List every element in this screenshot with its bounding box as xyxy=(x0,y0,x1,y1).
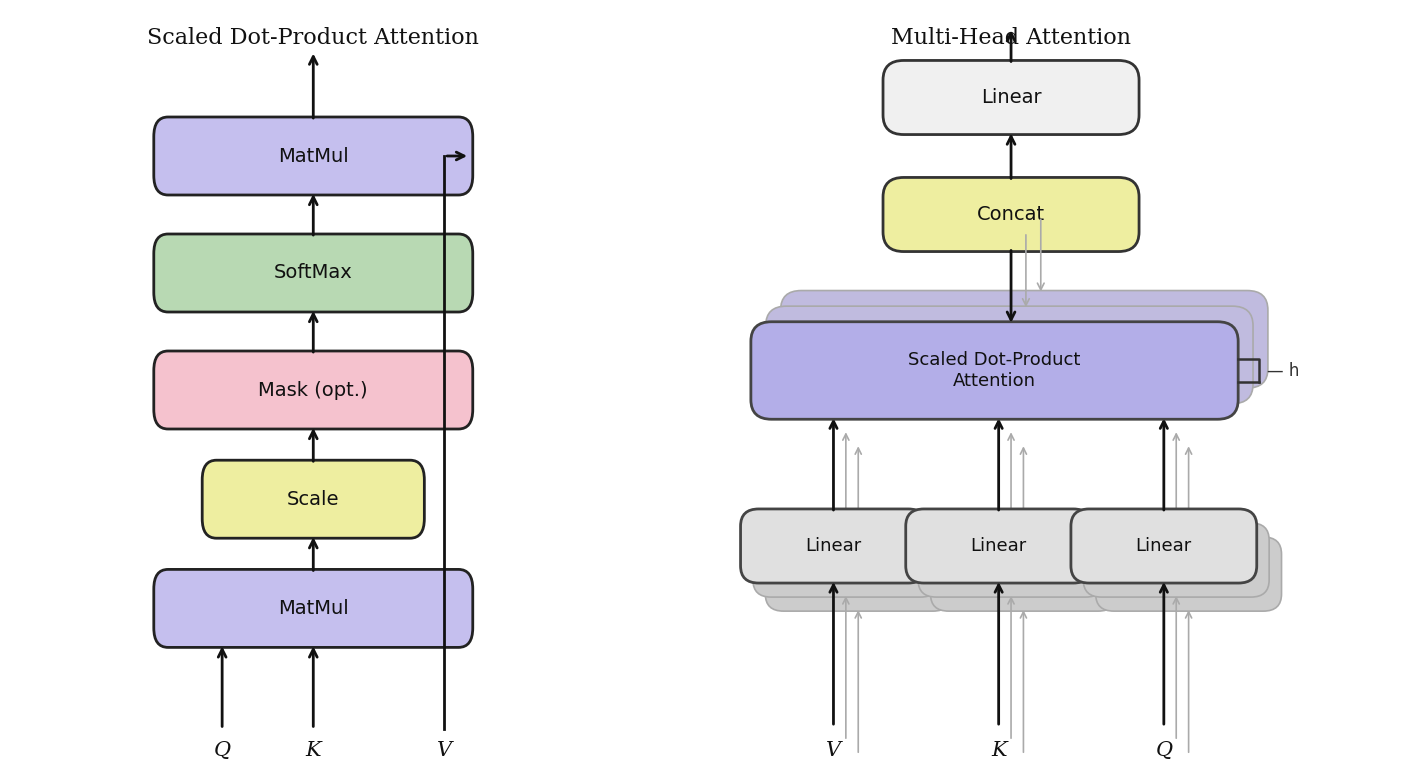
FancyBboxPatch shape xyxy=(780,290,1267,388)
FancyBboxPatch shape xyxy=(1084,523,1269,597)
Text: Scale: Scale xyxy=(288,490,339,509)
Text: Scaled Dot-Product Attention: Scaled Dot-Product Attention xyxy=(147,27,480,49)
FancyBboxPatch shape xyxy=(154,351,473,429)
Text: Q: Q xyxy=(214,741,231,760)
Text: V: V xyxy=(437,741,451,760)
Text: Linear: Linear xyxy=(806,537,862,555)
Text: Q: Q xyxy=(1155,741,1172,760)
Text: Mask (opt.): Mask (opt.) xyxy=(259,381,367,399)
FancyBboxPatch shape xyxy=(154,569,473,647)
FancyBboxPatch shape xyxy=(930,537,1116,612)
FancyBboxPatch shape xyxy=(740,509,927,583)
FancyBboxPatch shape xyxy=(154,234,473,312)
FancyBboxPatch shape xyxy=(1071,509,1257,583)
Text: MatMul: MatMul xyxy=(278,599,349,618)
FancyBboxPatch shape xyxy=(906,509,1092,583)
FancyBboxPatch shape xyxy=(918,523,1104,597)
Text: — h: — h xyxy=(1267,361,1300,380)
FancyBboxPatch shape xyxy=(883,178,1139,251)
Text: Scaled Dot-Product
Attention: Scaled Dot-Product Attention xyxy=(909,351,1081,390)
FancyBboxPatch shape xyxy=(202,460,424,538)
FancyBboxPatch shape xyxy=(766,306,1253,404)
FancyBboxPatch shape xyxy=(765,537,951,612)
Text: Multi-Head Attention: Multi-Head Attention xyxy=(891,27,1131,49)
Text: K: K xyxy=(991,741,1007,760)
Text: Linear: Linear xyxy=(1136,537,1192,555)
Text: MatMul: MatMul xyxy=(278,147,349,165)
FancyBboxPatch shape xyxy=(154,117,473,195)
FancyBboxPatch shape xyxy=(1095,537,1282,612)
Text: SoftMax: SoftMax xyxy=(273,264,353,282)
FancyBboxPatch shape xyxy=(753,523,938,597)
FancyBboxPatch shape xyxy=(883,61,1139,134)
Text: Linear: Linear xyxy=(971,537,1027,555)
Text: Concat: Concat xyxy=(977,205,1045,224)
Text: V: V xyxy=(826,741,842,760)
Text: K: K xyxy=(306,741,320,760)
Text: Linear: Linear xyxy=(981,88,1041,107)
FancyBboxPatch shape xyxy=(750,321,1237,420)
